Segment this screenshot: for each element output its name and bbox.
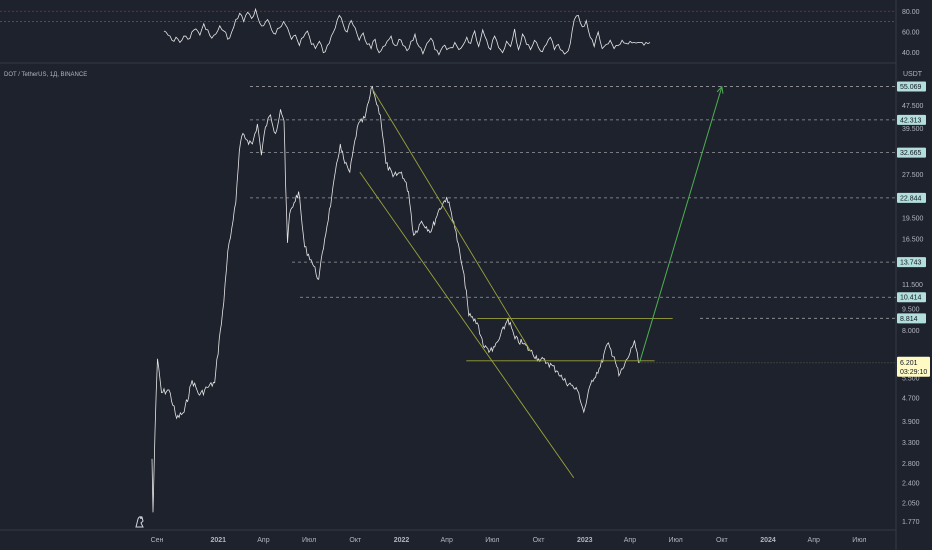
price-tick-label: 1.770 <box>902 519 920 526</box>
level-label: 32.665 <box>900 150 922 157</box>
countdown-timer: 03:29:10 <box>900 369 927 376</box>
time-tick-label: Сен <box>151 537 164 544</box>
level-label-box <box>897 192 926 203</box>
time-tick-label: Июл <box>852 537 866 544</box>
level-label: 42.313 <box>900 117 922 124</box>
price-tick-label: 2.800 <box>902 461 920 468</box>
tradingview-logo-icon <box>135 516 144 528</box>
time-tick-label: 2022 <box>394 537 410 544</box>
oscillator-tick-label: 40.00 <box>902 50 920 57</box>
symbol-title: DOT / TetherUS, 1Д, BINANCE <box>4 72 87 78</box>
time-tick-label: Апр <box>257 537 269 544</box>
price-tick-label: 3.300 <box>902 440 920 447</box>
time-tick-label: Июл <box>302 537 316 544</box>
price-tick-label: 3.900 <box>902 419 920 426</box>
price-tick-label: 16.500 <box>902 237 924 244</box>
time-tick-label: Окт <box>533 537 546 544</box>
time-tick-label: Апр <box>624 537 636 544</box>
price-tick-label: 27.500 <box>902 172 924 179</box>
level-label-box <box>897 81 926 92</box>
arrowhead-icon <box>716 85 724 94</box>
oscillator-tick-label: 60.00 <box>902 30 920 37</box>
price-tick-label: 9.500 <box>902 306 920 313</box>
channel-line-upper[interactable] <box>372 88 531 352</box>
oscillator-panel: 80.00 60.00 40.00 <box>0 7 920 64</box>
price-tick-label: 39.500 <box>902 126 924 133</box>
current-price-value: 6.201 <box>900 360 918 367</box>
oscillator-tick-label: 80.00 <box>902 9 920 16</box>
level-label: 55.069 <box>900 84 922 91</box>
time-tick-label: Июл <box>485 537 499 544</box>
current-price-box <box>897 356 930 377</box>
level-label-box <box>897 292 926 303</box>
projection-arrow[interactable] <box>639 86 723 363</box>
oscillator-series-line[interactable] <box>163 7 651 56</box>
price-panel: 55.069 42.313 32.665 22.844 13.743 10.414 8.81… <box>151 81 930 544</box>
level-label: 8.814 <box>900 316 918 323</box>
price-tick-label: 2.050 <box>902 500 920 507</box>
currency-label: USDT <box>903 71 923 78</box>
price-tick-label: 2.400 <box>902 480 920 487</box>
price-tick-label: 4.700 <box>902 395 920 402</box>
time-tick-label: Окт <box>349 537 362 544</box>
time-tick-label: Июл <box>669 537 683 544</box>
time-tick-label: Апр <box>808 537 820 544</box>
time-tick-label: 2021 <box>210 537 226 544</box>
price-tick-label: 5.500 <box>902 375 920 382</box>
level-label: 22.844 <box>900 195 922 202</box>
price-tick-label: 8.000 <box>902 328 920 335</box>
level-label-box <box>897 114 926 125</box>
time-tick-label: 2023 <box>577 537 593 544</box>
level-label: 13.743 <box>900 260 922 267</box>
channel-line-lower[interactable] <box>359 171 575 478</box>
time-tick-label: Окт <box>716 537 729 544</box>
level-label-box <box>897 147 926 158</box>
price-tick-label: 11.500 <box>902 282 923 289</box>
price-tick-label: 47.500 <box>902 103 924 110</box>
price-series-line[interactable] <box>151 85 639 513</box>
level-label-box <box>897 257 926 268</box>
time-tick-label: 2024 <box>760 537 776 544</box>
price-tick-label: 19.500 <box>902 215 924 222</box>
level-label: 10.414 <box>900 295 922 302</box>
time-tick-label: Апр <box>441 537 453 544</box>
level-label-box <box>897 313 926 324</box>
